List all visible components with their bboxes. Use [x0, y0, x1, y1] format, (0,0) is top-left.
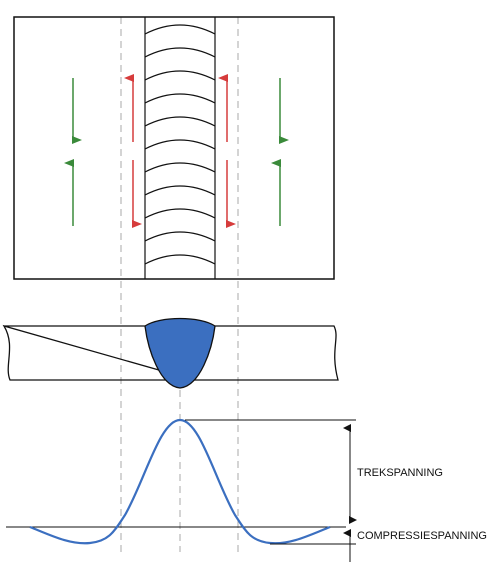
bead-ripple	[144, 254, 216, 265]
bead-ripple	[144, 139, 216, 150]
plate-top-view	[13, 16, 335, 280]
bead-ripple	[144, 208, 216, 219]
guide-lines	[120, 17, 239, 552]
dimension-lines	[185, 419, 357, 562]
bead-ripple	[144, 116, 216, 127]
stress-arrows	[64, 74, 289, 228]
weld-cross-section	[144, 317, 216, 389]
bead-ripple	[144, 47, 216, 58]
compressive-label: COMPRESSIESPANNING	[357, 530, 487, 542]
bead-ripple	[144, 70, 216, 81]
bead-ripple	[144, 24, 216, 35]
bead-ripple	[144, 231, 216, 242]
tensile-label: TREKSPANNING	[357, 467, 443, 479]
bead-ripple	[144, 162, 216, 173]
bead-ripple	[144, 185, 216, 196]
plate-cross-section	[2, 324, 339, 381]
bead-ripple	[144, 93, 216, 104]
weld-bead	[144, 17, 216, 279]
stress-curve	[29, 418, 331, 545]
